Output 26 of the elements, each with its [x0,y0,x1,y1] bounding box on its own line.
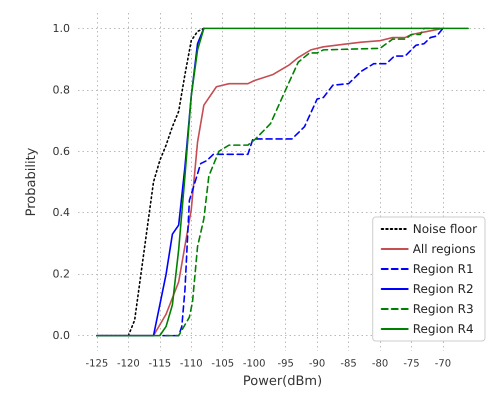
x-tick-label: -110 [180,358,203,370]
y-tick-label: 0.4 [52,206,70,220]
x-tick-label: -105 [211,358,234,370]
legend-label: Noise floor [412,222,478,236]
y-tick-label: 0.2 [52,268,70,281]
legend-label: Region R4 [412,322,474,336]
x-tick-label: -115 [148,358,172,370]
x-tick-label: -80 [372,358,388,370]
x-tick-label: -95 [277,358,294,370]
legend-label: Region R1 [412,262,474,276]
x-tick-label: -100 [242,358,266,370]
x-tick-label: -75 [403,358,420,370]
y-tick-label: 0.0 [52,329,70,342]
x-tick-label: -85 [340,358,357,370]
y-axis-title: Probability [24,147,39,216]
legend-label: Region R3 [412,302,474,316]
y-tick-label: 0.8 [52,83,70,96]
x-tick-label: -70 [434,358,452,370]
x-tick-label: -90 [308,358,326,370]
y-tick-label: 1.0 [52,22,70,35]
x-tick-label: -120 [116,358,140,370]
y-tick-label: 0.6 [52,144,70,158]
legend-label: All regions [412,242,476,256]
x-tick-label: -125 [86,358,108,370]
x-axis-title: Power(dBm) [242,374,322,389]
legend-label: Region R2 [412,282,474,296]
